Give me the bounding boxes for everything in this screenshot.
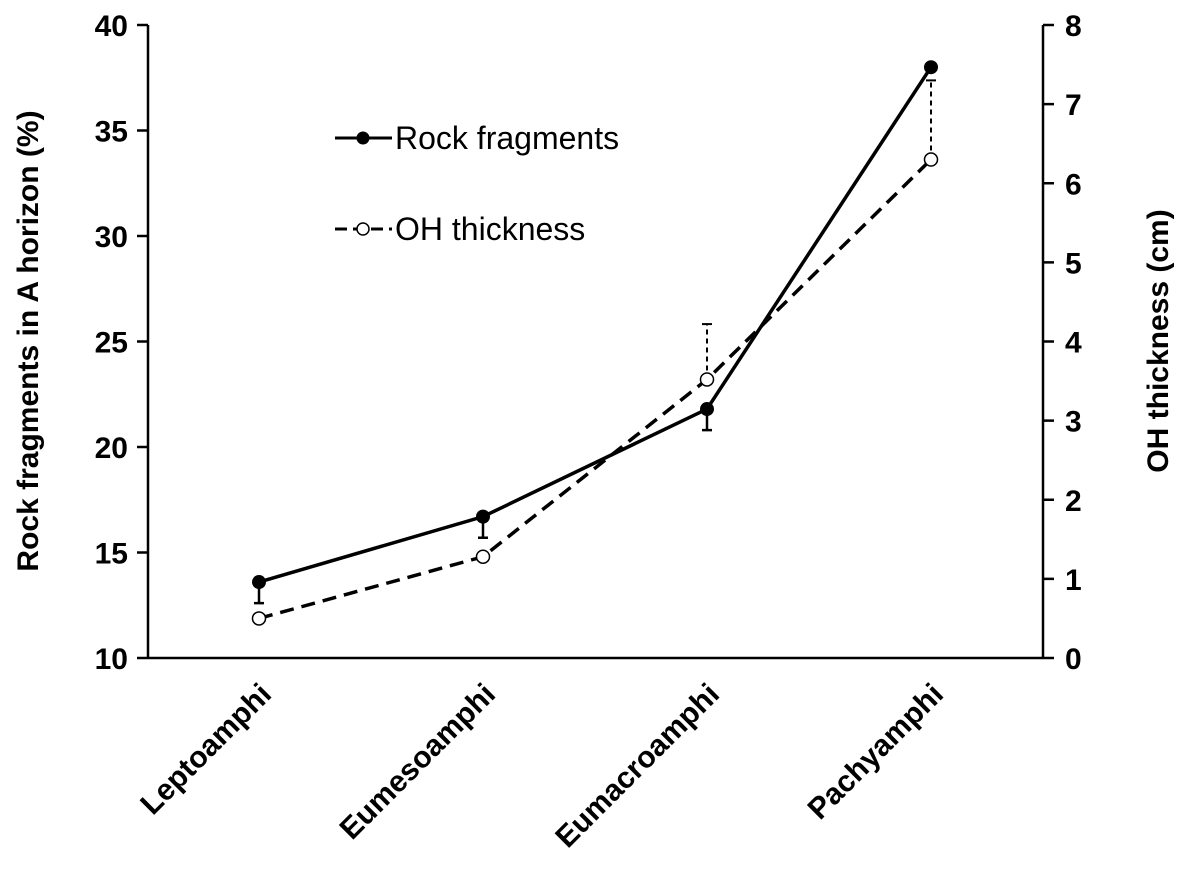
right-y-tick-label: 7 bbox=[1065, 89, 1082, 122]
point-oh-thickness bbox=[699, 372, 715, 387]
right-y-tick-label: 4 bbox=[1065, 327, 1082, 360]
right-y-ticks: 0 1 2 3 4 5 6 7 8 bbox=[1043, 10, 1082, 676]
left-y-tick-label: 15 bbox=[95, 538, 128, 571]
left-y-tick-label: 25 bbox=[95, 327, 128, 360]
x-category-label: Pachyamphi bbox=[802, 678, 950, 826]
point-oh-thickness bbox=[475, 549, 491, 564]
x-category-label: Leptoamphi bbox=[134, 678, 278, 822]
point-oh-thickness bbox=[923, 152, 939, 167]
legend-marker-oh-thickness bbox=[356, 222, 370, 236]
x-category-label: Eumacroamphi bbox=[549, 678, 726, 855]
right-y-axis-title: OH thickness (cm) bbox=[1142, 209, 1175, 472]
x-category-label: Eumesoamphi bbox=[334, 678, 502, 846]
point-rock-fragments bbox=[700, 402, 714, 417]
left-y-tick-label: 40 bbox=[95, 10, 128, 43]
right-y-tick-label: 0 bbox=[1065, 643, 1082, 676]
x-category-labels: Leptoamphi Eumesoamphi Eumacroamphi Pachyam… bbox=[134, 678, 950, 855]
left-y-tick-label: 30 bbox=[95, 221, 128, 254]
legend-label-oh-thickness: OH thickness bbox=[395, 211, 585, 247]
left-y-ticks: 10 15 20 25 30 35 40 bbox=[95, 10, 148, 676]
point-oh-thickness bbox=[251, 611, 267, 626]
legend-label-rock-fragments: Rock fragments bbox=[395, 120, 619, 156]
series-layer bbox=[251, 60, 939, 626]
right-y-tick-label: 1 bbox=[1065, 564, 1082, 597]
line-rock-fragments bbox=[258, 66, 933, 584]
series-rock-fragments bbox=[252, 60, 938, 605]
right-y-tick-label: 5 bbox=[1065, 247, 1082, 280]
left-y-tick-label: 35 bbox=[95, 116, 128, 149]
legend-marker-rock-fragments bbox=[356, 131, 370, 145]
point-rock-fragments bbox=[924, 60, 938, 75]
line-oh-thickness bbox=[258, 158, 933, 621]
legend: Rock fragments OH thickness bbox=[335, 120, 619, 247]
left-y-tick-label: 20 bbox=[95, 432, 128, 465]
right-y-tick-label: 2 bbox=[1065, 485, 1082, 518]
point-rock-fragments bbox=[252, 575, 266, 590]
left-y-axis-title: Rock fragments in A horizon (%) bbox=[12, 110, 45, 571]
right-y-tick-label: 8 bbox=[1065, 10, 1082, 43]
right-y-tick-label: 6 bbox=[1065, 168, 1082, 201]
series-oh-thickness bbox=[251, 79, 939, 626]
point-rock-fragments bbox=[476, 509, 490, 524]
left-y-tick-label: 10 bbox=[95, 643, 128, 676]
right-y-tick-label: 3 bbox=[1065, 406, 1082, 439]
